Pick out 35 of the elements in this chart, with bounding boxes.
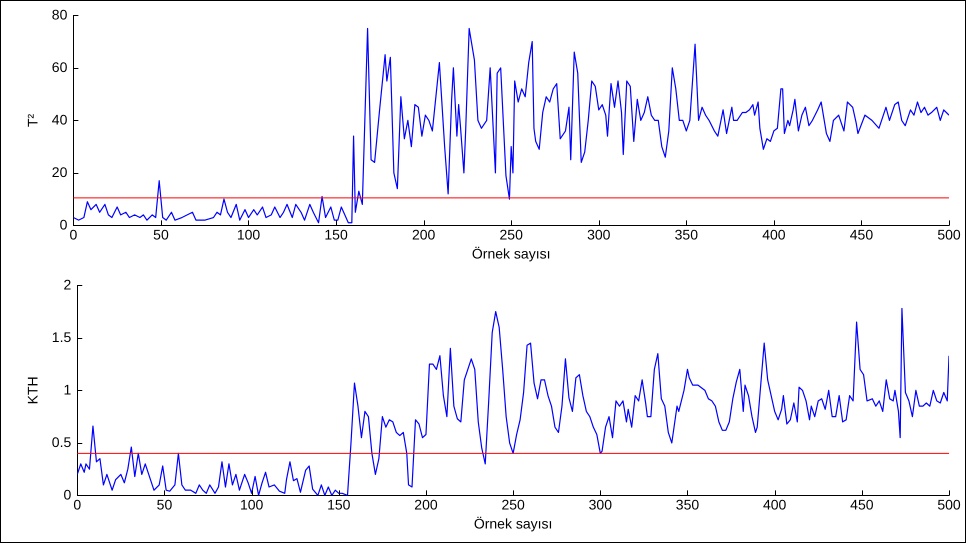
x-tick-label: 250 xyxy=(501,496,526,513)
y-tick-label: 2 xyxy=(63,276,72,292)
x-tick-label: 350 xyxy=(674,226,698,243)
y-tick-label: 20 xyxy=(52,164,68,180)
y-tick-label: 60 xyxy=(52,58,68,75)
y-tick-label: 0 xyxy=(63,486,72,502)
x-tick-label: 400 xyxy=(762,496,787,513)
x-tick-label: 500 xyxy=(937,496,961,513)
x-tick-label: 50 xyxy=(153,226,169,243)
x-tick-label: 100 xyxy=(236,226,260,243)
x-tick-label: 300 xyxy=(588,496,612,513)
x-tick-label: 100 xyxy=(240,496,264,513)
y-tick-label: 0.5 xyxy=(52,434,72,450)
x-tick-label: 50 xyxy=(156,496,172,513)
x-tick-label: 250 xyxy=(500,226,524,243)
y-tick-label: 1.5 xyxy=(52,328,72,345)
y-tick-label: 1 xyxy=(63,381,72,398)
x-tick-label: 150 xyxy=(327,496,351,513)
x-tick-label: 350 xyxy=(676,496,700,513)
y-axis-title: KTH xyxy=(24,376,40,404)
x-tick-label: 500 xyxy=(937,226,961,243)
x-tick-label: 200 xyxy=(412,226,436,243)
y-tick-label: 80 xyxy=(52,6,68,22)
y-tick-label: 0 xyxy=(60,216,68,232)
x-tick-label: 300 xyxy=(587,226,611,243)
x-tick-label: 400 xyxy=(762,226,786,243)
x-tick-label: 450 xyxy=(850,226,874,243)
x-tick-label: 0 xyxy=(73,496,82,513)
x-axis-title: Örnek sayısı xyxy=(472,245,550,262)
y-tick-label: 40 xyxy=(52,111,68,128)
x-tick-label: 450 xyxy=(850,496,874,513)
x-axis-title: Örnek sayısı xyxy=(474,515,552,532)
y-axis-title: T² xyxy=(24,113,40,128)
x-tick-label: 150 xyxy=(324,226,348,243)
x-tick-label: 200 xyxy=(414,496,438,513)
